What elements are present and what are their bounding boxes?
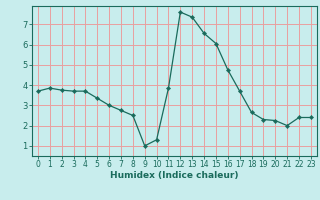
X-axis label: Humidex (Indice chaleur): Humidex (Indice chaleur)	[110, 171, 239, 180]
